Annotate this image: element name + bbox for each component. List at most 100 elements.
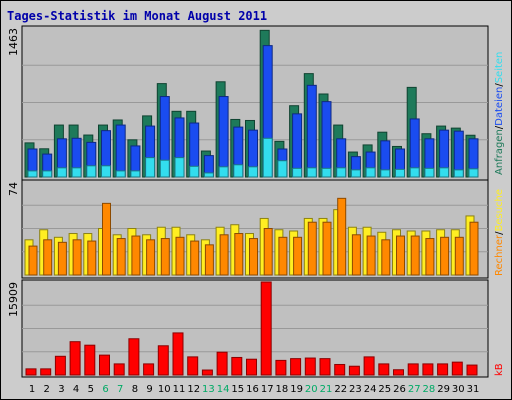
bar-bot-kb-day-7	[113, 363, 125, 376]
bar-top-seiten-day-5	[86, 165, 97, 178]
x-tick-label-10: 10	[158, 384, 171, 395]
bar-top-seiten-day-28	[424, 167, 435, 178]
bar-bot-kb-day-30	[451, 361, 463, 376]
x-tick-label-9: 9	[146, 384, 152, 395]
bar-bot-kb-day-14	[216, 351, 228, 376]
bar-top-seiten-day-4	[71, 167, 82, 178]
grid-bottom	[22, 304, 488, 353]
bar-top-seiten-day-20	[306, 167, 317, 178]
bar-top-seiten-day-6	[101, 165, 111, 178]
bar-top-seiten-day-23	[350, 169, 361, 178]
x-tick-label-15: 15	[231, 384, 244, 395]
bar-mid-rechner-day-22	[337, 197, 347, 276]
x-tick-label-8: 8	[132, 384, 138, 395]
bar-bot-kb-day-29	[437, 363, 449, 376]
bars-bottom	[25, 281, 478, 376]
bar-mid-rechner-day-5	[87, 240, 97, 276]
bar-mid-rechner-day-8	[131, 235, 141, 276]
bar-top-dateien-day-20	[306, 84, 317, 178]
bar-bot-kb-day-28	[422, 363, 434, 376]
bar-bot-kb-day-16	[246, 358, 257, 376]
bar-bot-kb-day-19	[290, 358, 302, 376]
bar-bot-kb-day-11	[172, 332, 184, 376]
bar-top-seiten-day-11	[174, 157, 185, 178]
bar-mid-rechner-day-7	[116, 238, 126, 276]
bar-mid-rechner-day-25	[381, 239, 391, 276]
bar-top-seiten-day-25	[380, 169, 391, 178]
x-tick-label-23: 23	[349, 384, 362, 395]
bar-top-seiten-day-29	[439, 167, 450, 178]
bar-top-seiten-day-1	[27, 170, 38, 178]
bar-bot-kb-day-1	[25, 368, 37, 376]
legend-item-anfragen: Anfragen	[494, 129, 505, 175]
x-tick-label-2: 2	[44, 384, 50, 395]
bar-mid-rechner-day-12	[190, 240, 200, 276]
x-tick-label-5: 5	[88, 384, 94, 395]
bar-bot-kb-day-17	[260, 281, 272, 376]
bar-top-seiten-day-18	[277, 160, 288, 178]
chart-title: Tages-Statistik im Monat August 2011	[7, 9, 268, 23]
x-tick-label-11: 11	[173, 384, 186, 395]
bar-top-seiten-day-26	[395, 168, 405, 178]
x-tick-label-25: 25	[378, 384, 391, 395]
bar-top-seiten-day-15	[233, 164, 244, 178]
bar-bot-kb-day-26	[393, 369, 404, 376]
bar-mid-rechner-day-15	[234, 233, 244, 276]
bar-mid-rechner-day-24	[366, 235, 376, 276]
bar-bot-kb-day-24	[363, 356, 375, 376]
bar-bot-kb-day-23	[348, 365, 360, 376]
bar-top-seiten-day-9	[145, 157, 156, 178]
bar-mid-rechner-day-3	[57, 241, 67, 276]
x-tick-label-30: 30	[452, 384, 465, 395]
bar-top-seiten-day-30	[453, 169, 464, 178]
max-label-bottom: 15909	[7, 282, 20, 317]
bar-top-seiten-day-3	[56, 167, 67, 178]
x-tick-label-24: 24	[364, 384, 377, 395]
x-tick-label-1: 1	[29, 384, 35, 395]
bar-mid-rechner-day-31	[469, 221, 479, 276]
bar-mid-rechner-day-2	[43, 239, 53, 276]
bar-bot-kb-day-31	[466, 364, 478, 376]
bar-bot-kb-day-8	[128, 338, 140, 376]
max-label-top: 1463	[7, 28, 20, 56]
bar-bot-kb-day-10	[157, 345, 169, 376]
bar-mid-rechner-day-29	[440, 236, 450, 276]
bar-mid-rechner-day-30	[454, 236, 464, 276]
bar-bot-kb-day-3	[54, 355, 66, 376]
x-tick-label-13: 13	[202, 384, 215, 395]
x-tick-label-6: 6	[102, 384, 108, 395]
legend-separator: /	[494, 83, 505, 87]
bar-mid-rechner-day-13	[204, 244, 214, 276]
bar-top-seiten-day-10	[159, 159, 170, 178]
x-tick-label-28: 28	[423, 384, 436, 395]
legend-item-seiten: Seiten	[494, 52, 505, 84]
bar-mid-rechner-day-9	[146, 239, 156, 276]
bar-top-dateien-day-14	[218, 96, 229, 178]
bar-top-seiten-day-16	[248, 166, 258, 178]
bar-top-seiten-day-22	[336, 167, 347, 178]
bar-top-seiten-day-7	[115, 170, 126, 178]
x-tick-label-17: 17	[261, 384, 274, 395]
bar-mid-rechner-day-23	[351, 234, 361, 276]
x-tick-label-26: 26	[393, 384, 406, 395]
x-tick-label-3: 3	[58, 384, 64, 395]
legend-bottom: kB	[494, 363, 505, 376]
bar-mid-rechner-day-27	[410, 235, 420, 276]
bar-mid-rechner-day-6	[102, 202, 111, 276]
legend-item-rechner: Rechner	[494, 234, 505, 276]
bar-bot-kb-day-20	[304, 357, 316, 376]
bar-top-dateien-day-19	[292, 113, 303, 178]
bar-top-dateien-day-7	[115, 124, 126, 178]
bar-top-seiten-day-19	[292, 167, 303, 178]
x-tick-label-21: 21	[320, 384, 333, 395]
bar-mid-rechner-day-21	[322, 221, 332, 276]
bars-middle	[24, 197, 479, 276]
x-tick-label-12: 12	[187, 384, 200, 395]
bar-mid-rechner-day-11	[175, 236, 185, 276]
bar-top-seiten-day-14	[218, 166, 229, 178]
bar-top-seiten-day-13	[203, 172, 214, 178]
bar-mid-rechner-day-1	[28, 245, 38, 276]
bar-bot-kb-day-25	[378, 363, 390, 376]
legend-separator: /	[494, 231, 505, 235]
max-label-middle: 74	[7, 182, 20, 196]
